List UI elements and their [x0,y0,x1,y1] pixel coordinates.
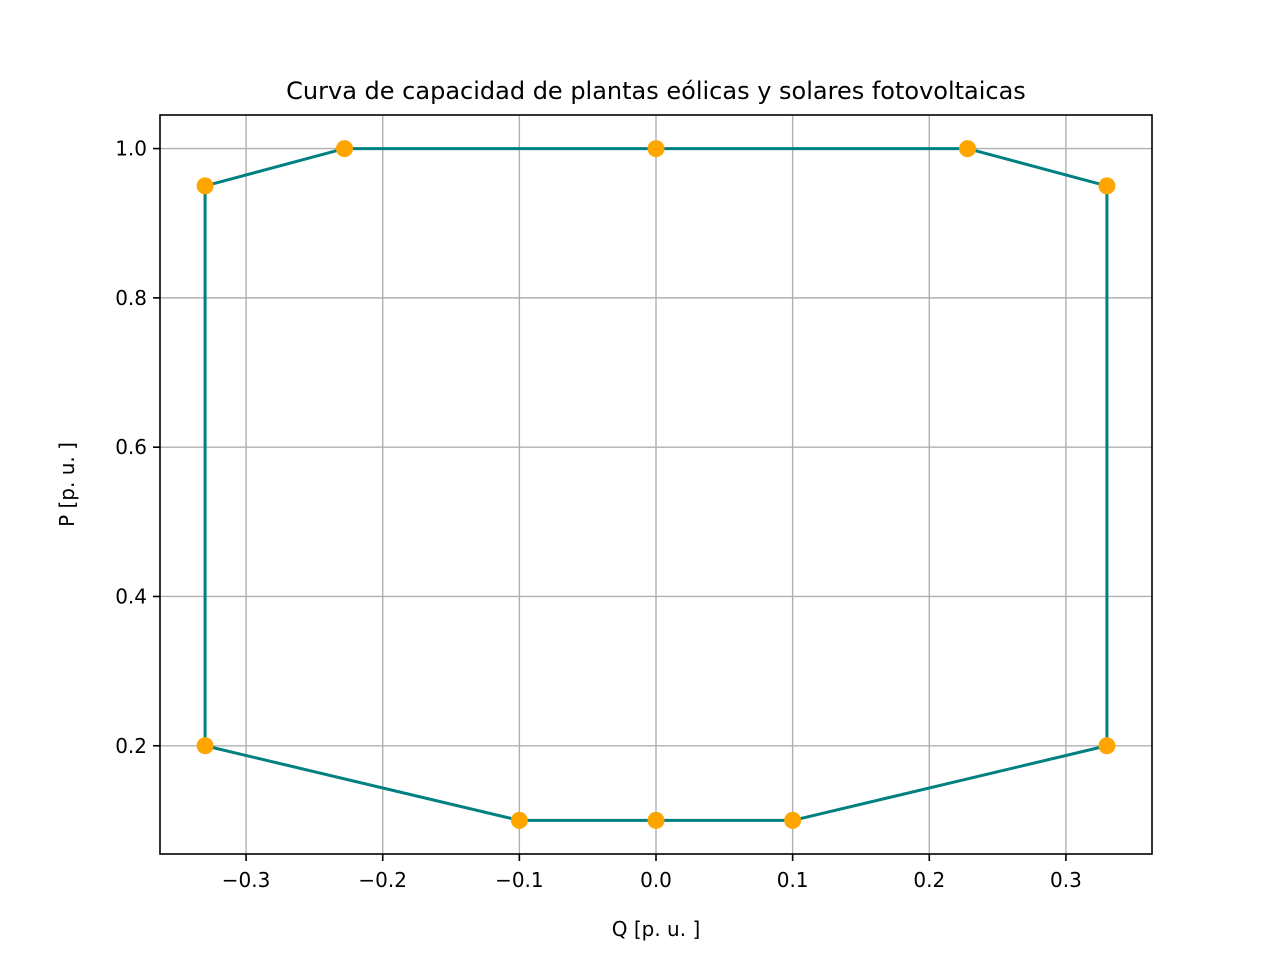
data-point [647,140,665,158]
x-axis-ticks: −0.3 −0.2 −0.1 0.0 0.1 0.2 0.3 [222,854,1082,892]
data-point [335,140,353,158]
data-point [959,140,977,158]
x-tick-label: 0.3 [1050,868,1082,892]
data-points [196,140,1116,829]
data-point [647,811,665,829]
x-axis-label: Q [p. u. ] [612,917,701,941]
x-tick-label: −0.2 [358,868,407,892]
data-point [196,177,214,195]
y-tick-label: 0.8 [115,286,147,310]
y-axis-ticks: 0.2 0.4 0.6 0.8 1.0 [115,137,160,758]
data-point [1098,177,1116,195]
y-tick-label: 0.2 [115,734,147,758]
y-axis-label: P [p. u. ] [55,442,79,527]
x-tick-label: 0.2 [913,868,945,892]
y-tick-label: 1.0 [115,137,147,161]
data-point [1098,737,1116,755]
grid-lines [160,115,1152,854]
chart-title: Curva de capacidad de plantas eólicas y … [286,77,1026,105]
y-tick-label: 0.6 [115,435,147,459]
x-tick-label: 0.0 [640,868,672,892]
x-tick-label: −0.1 [495,868,544,892]
data-point [196,737,214,755]
y-tick-label: 0.4 [115,584,147,608]
x-tick-label: 0.1 [777,868,809,892]
data-point [510,811,528,829]
data-point [784,811,802,829]
x-tick-label: −0.3 [222,868,271,892]
